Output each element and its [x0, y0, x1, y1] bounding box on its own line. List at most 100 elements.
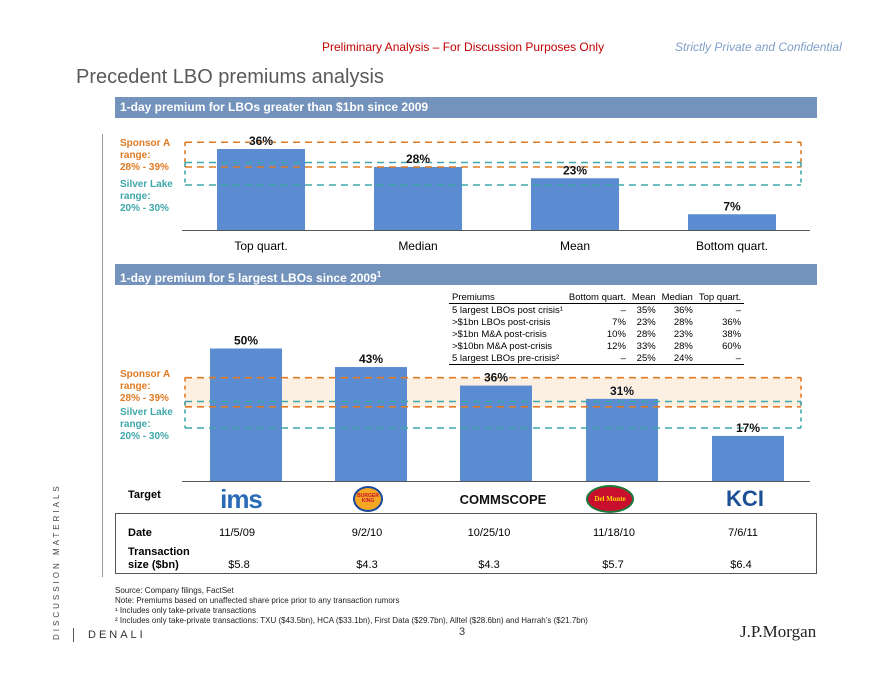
table-cell: –: [565, 352, 629, 365]
logo-commscope-text: COMMSCOPE: [459, 491, 547, 507]
del-monte-icon: Del Monte: [586, 485, 634, 513]
bar: [688, 214, 776, 230]
category-label: Top quart.: [234, 239, 287, 253]
logo-kci-text: KCI: [726, 486, 764, 511]
table-cell: >$1bn LBOs post-crisis: [452, 316, 551, 328]
s2-sponsor-l3: 28% - 39%: [120, 393, 169, 404]
data-label: 31%: [610, 384, 634, 398]
s1-silverlake-l3: 20% - 30%: [120, 203, 169, 214]
size-label: Transaction size ($bn): [128, 546, 190, 572]
s1-sponsor-l1: Sponsor A: [120, 138, 171, 149]
data-label: 7%: [723, 199, 741, 213]
th-premiums: Premiums: [449, 291, 566, 304]
category-label: Median: [398, 239, 437, 253]
data-label: 36%: [484, 371, 508, 385]
table-cell: –: [620, 304, 626, 316]
table-cell: >$1bn M&A post-crisis: [452, 328, 547, 340]
table-cell: 7%: [612, 316, 626, 328]
page-number: 3: [459, 626, 466, 638]
brand-logo: J.P.Morgan: [740, 622, 817, 641]
logo-commscope: COMMSCOPE: [453, 484, 553, 514]
logo-kci: KCI: [700, 484, 790, 514]
bar: [335, 367, 407, 481]
th-bottom: Bottom quart.: [565, 291, 629, 304]
table-cell: 28%: [673, 316, 693, 328]
date-label: Date: [128, 527, 152, 539]
table-row: >$1bn LBOs post-crisis 7% 23% 28% 36%: [449, 316, 744, 328]
table-row: >$1bn M&A post-crisis 10% 28% 23% 38%: [449, 328, 744, 340]
date-value: 7/6/11: [728, 527, 758, 539]
bar: [210, 348, 282, 481]
s1-sponsor-l2: range:: [120, 150, 151, 161]
s1-silverlake-l1: Silver Lake: [120, 179, 173, 190]
category-label: Mean: [560, 239, 590, 253]
size-value: $4.3: [478, 559, 500, 571]
footnote-1: ¹ Includes only take-private transaction…: [115, 606, 256, 615]
s2-sponsor-l2: range:: [120, 381, 151, 392]
s2-sponsor-range: Sponsor A range: 28% - 39%: [120, 369, 170, 405]
logo-burger-king: BURGER KING: [323, 484, 413, 514]
s1-sponsor-l3: 28% - 39%: [120, 162, 169, 173]
deal-info-box: [115, 513, 817, 574]
s1-sponsor-range: Sponsor A range: 28% - 39%: [120, 138, 170, 174]
date-value: 11/18/10: [592, 527, 635, 539]
target-label: Target: [128, 489, 161, 501]
footer-divider: [73, 628, 74, 642]
bar: [586, 398, 658, 481]
footnote-source: Source: Company filings, FactSet: [115, 586, 234, 595]
table-cell: 60%: [722, 340, 742, 352]
s1-silverlake-range: Silver Lake range: 20% - 30%: [120, 179, 173, 215]
table-cell: 12%: [606, 340, 626, 352]
table-cell: 33%: [636, 340, 656, 352]
th-top: Top quart.: [695, 291, 745, 304]
table-cell: 23%: [673, 328, 693, 340]
size-label-l2: size ($bn): [128, 559, 179, 571]
data-label: 28%: [406, 152, 430, 166]
table-row: >$10bn M&A post-crisis 12% 33% 28% 60%: [449, 340, 744, 352]
footnote-note: Note: Premiums based on unaffected share…: [115, 596, 400, 605]
table-cell: 25%: [628, 352, 659, 365]
section2-heading: 1-day premium for 5 largest LBOs since 2…: [115, 264, 817, 285]
date-value: 9/2/10: [351, 527, 383, 539]
section1-heading: 1-day premium for LBOs greater than $1bn…: [115, 97, 817, 118]
data-label: 23%: [563, 163, 587, 177]
logo-delmonte-text: Del Monte: [594, 495, 626, 503]
table-row: 5 largest LBOs post crisis¹ – 35% 36% –: [449, 304, 744, 317]
section2-heading-text: 1-day premium for 5 largest LBOs since 2…: [120, 271, 377, 285]
size-value: $4.3: [356, 559, 378, 571]
s2-silverlake-l2: range:: [120, 419, 151, 430]
s2-silverlake-range: Silver Lake range: 20% - 30%: [120, 407, 173, 443]
table-cell: 24%: [658, 352, 696, 365]
s2-silverlake-l3: 20% - 30%: [120, 431, 169, 442]
data-label: 17%: [736, 421, 760, 435]
s2-sponsor-l1: Sponsor A: [120, 369, 171, 380]
size-label-l1: Transaction: [128, 546, 190, 558]
category-label: Bottom quart.: [696, 239, 768, 253]
table-cell: 28%: [673, 340, 693, 352]
s2-silverlake-l1: Silver Lake: [120, 407, 173, 418]
premium-table-header: Premiums Bottom quart. Mean Median Top q…: [449, 291, 745, 304]
table-cell: 38%: [722, 328, 742, 340]
data-label: 50%: [234, 334, 258, 348]
bar: [531, 178, 619, 230]
bar: [712, 435, 784, 481]
side-rule: [102, 134, 103, 577]
size-value: $5.7: [602, 559, 624, 571]
table-cell: >$10bn M&A post-crisis: [452, 340, 553, 352]
bar: [460, 385, 532, 481]
disclaimer-text: Preliminary Analysis – For Discussion Pu…: [322, 40, 605, 54]
s1-silverlake-l2: range:: [120, 191, 151, 202]
table-cell: 35%: [636, 304, 656, 316]
table-cell: –: [695, 352, 745, 365]
sponsor-band-fill: [185, 377, 801, 407]
bar: [217, 149, 305, 230]
table-cell: 5 largest LBOs post crisis¹: [452, 304, 563, 316]
burger-king-icon: BURGER KING: [353, 486, 383, 512]
table-cell: 10%: [606, 328, 626, 340]
table-cell: 36%: [673, 304, 693, 316]
confidential-text: Strictly Private and Confidential: [675, 40, 842, 54]
table-row: 5 largest LBOs pre-crisis² – 25% 24% –: [449, 352, 745, 365]
logo-ims-text: ims: [220, 483, 263, 514]
logo-bk-text: BURGER KING: [357, 493, 379, 504]
section2-heading-sup: 1: [376, 270, 382, 279]
